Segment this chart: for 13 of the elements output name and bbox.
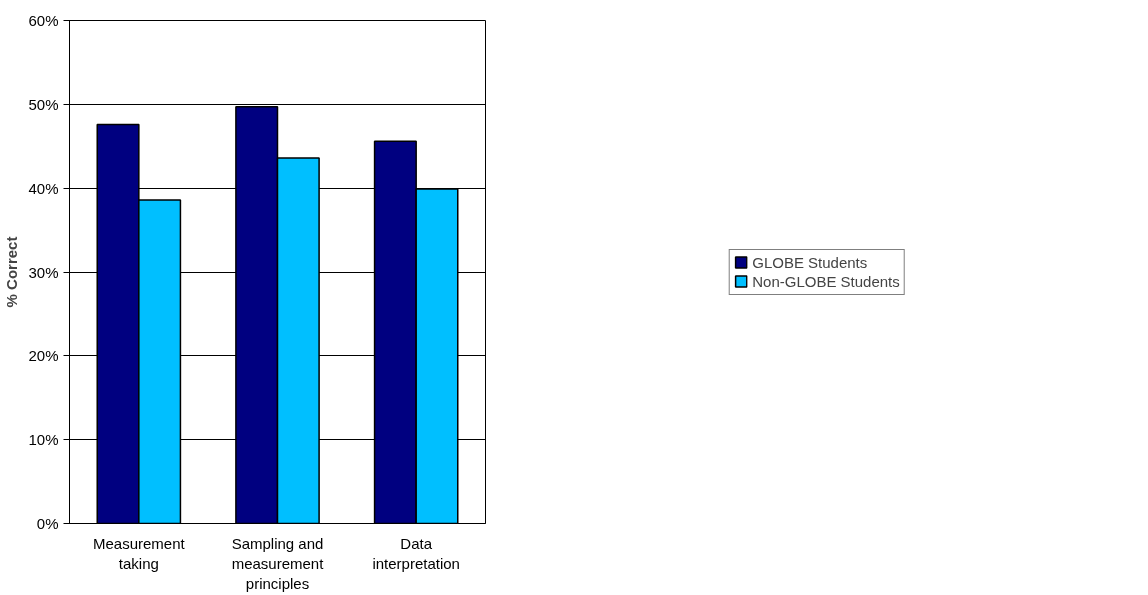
y-tick-label: 50% bbox=[28, 95, 59, 113]
x-tick-label: Measurement taking bbox=[92, 534, 186, 572]
y-tick-label: 20% bbox=[28, 347, 59, 365]
y-tick-label: 0% bbox=[36, 515, 59, 532]
y-tick-label: 10% bbox=[28, 431, 59, 449]
legend-label: GLOBE Students bbox=[752, 253, 868, 271]
x-tick-label: Data interpretation bbox=[372, 534, 460, 572]
y-tick-label: 30% bbox=[28, 263, 59, 281]
y-tick-label: 40% bbox=[28, 179, 59, 197]
y-axis-title: % Correct bbox=[3, 236, 21, 308]
legend-label: Non-GLOBE Students bbox=[752, 272, 900, 290]
x-tick-label: Sampling and measurement principles bbox=[231, 534, 325, 593]
y-tick-label: 60% bbox=[28, 12, 59, 29]
